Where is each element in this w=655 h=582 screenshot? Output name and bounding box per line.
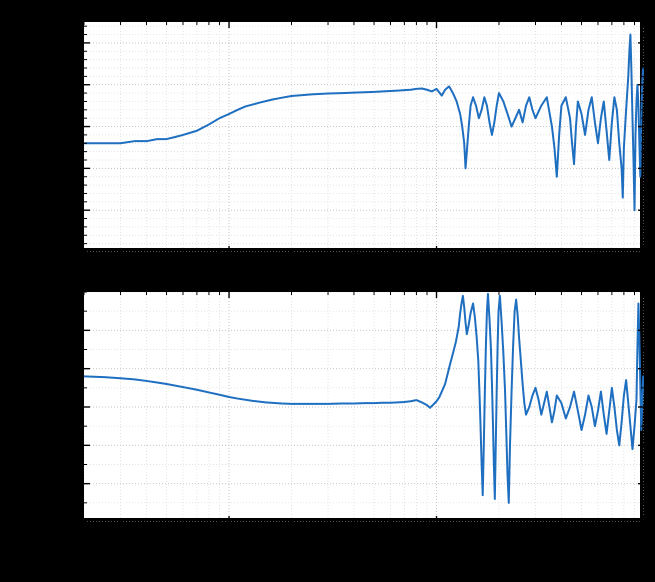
bottom-chart-panel xyxy=(82,290,642,520)
top-chart-svg xyxy=(84,22,644,252)
dual-line-chart-figure xyxy=(0,0,655,582)
bottom-chart-svg xyxy=(84,292,644,522)
top-chart-panel xyxy=(82,20,642,250)
series-line-phase xyxy=(84,294,644,503)
series-line-magnitude xyxy=(84,35,644,211)
